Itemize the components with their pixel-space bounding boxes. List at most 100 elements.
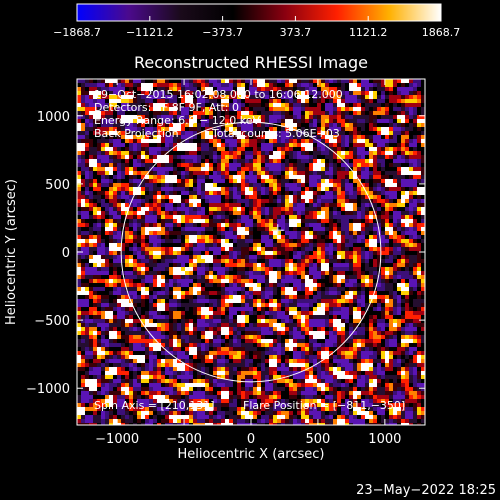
heatmap-cell: [397, 259, 401, 263]
heatmap-cell: [325, 103, 329, 107]
heatmap-cell: [365, 179, 369, 183]
heatmap-cell: [341, 191, 345, 195]
heatmap-cell: [113, 183, 117, 187]
heatmap-cell: [273, 195, 277, 199]
heatmap-cell: [285, 83, 289, 87]
heatmap-cell: [193, 135, 197, 139]
heatmap-cell: [325, 91, 329, 95]
heatmap-cell: [389, 239, 393, 243]
heatmap-cell: [185, 119, 189, 123]
heatmap-cell: [357, 147, 361, 151]
heatmap-cell: [389, 271, 393, 275]
heatmap-cell: [269, 103, 273, 107]
heatmap-cell: [225, 119, 229, 123]
heatmap-cell: [285, 287, 289, 291]
heatmap-cell: [233, 187, 237, 191]
heatmap-cell: [133, 227, 137, 231]
heatmap-cell: [133, 195, 137, 199]
heatmap-cell: [225, 159, 229, 163]
heatmap-cell: [177, 83, 181, 87]
heatmap-cell: [209, 83, 213, 87]
heatmap-cell: [273, 203, 277, 207]
heatmap-cell: [85, 283, 89, 287]
heatmap-cell: [281, 79, 285, 83]
heatmap-cell: [277, 291, 281, 295]
heatmap-cell: [177, 135, 181, 139]
heatmap-cell: [141, 247, 145, 251]
heatmap-cell: [153, 183, 157, 187]
heatmap-cell: [185, 91, 189, 95]
heatmap-cell: [133, 131, 137, 135]
heatmap-cell: [413, 235, 417, 239]
heatmap-cell: [341, 255, 345, 259]
heatmap-cell: [233, 111, 237, 115]
heatmap-cell: [225, 183, 229, 187]
heatmap-cell: [201, 123, 205, 127]
heatmap-cell: [353, 247, 357, 251]
heatmap-cell: [285, 119, 289, 123]
heatmap-cell: [189, 123, 193, 127]
heatmap-cell: [305, 259, 309, 263]
heatmap-cell: [305, 263, 309, 267]
heatmap-cell: [265, 159, 269, 163]
heatmap-cell: [161, 283, 165, 287]
heatmap-cell: [277, 243, 281, 247]
heatmap-cell: [117, 307, 121, 311]
heatmap-cell: [113, 227, 117, 231]
heatmap-cell: [289, 83, 293, 87]
heatmap-cell: [277, 83, 281, 87]
heatmap-cell: [197, 219, 201, 223]
heatmap-cell: [333, 303, 337, 307]
heatmap-cell: [225, 167, 229, 171]
heatmap-cell: [109, 143, 113, 147]
heatmap-cell: [217, 167, 221, 171]
heatmap-cell: [165, 243, 169, 247]
heatmap-cell: [109, 79, 113, 83]
heatmap-cell: [229, 211, 233, 215]
heatmap-cell: [181, 299, 185, 303]
heatmap-cell: [357, 111, 361, 115]
heatmap-cell: [261, 191, 265, 195]
heatmap-cell: [225, 303, 229, 307]
heatmap-cell: [261, 215, 265, 219]
heatmap-cell: [381, 243, 385, 247]
heatmap-cell: [173, 211, 177, 215]
heatmap-cell: [85, 295, 89, 299]
heatmap-cell: [329, 195, 333, 199]
heatmap-cell: [185, 219, 189, 223]
heatmap-cell: [389, 131, 393, 135]
heatmap-cell: [409, 171, 413, 175]
heatmap-cell: [341, 103, 345, 107]
heatmap-cell: [229, 251, 233, 255]
heatmap-cell: [345, 83, 349, 87]
heatmap-cell: [281, 191, 285, 195]
heatmap-cell: [141, 287, 145, 291]
heatmap-cell: [357, 255, 361, 259]
heatmap-cell: [137, 179, 141, 183]
heatmap-cell: [349, 115, 353, 119]
heatmap-cell: [321, 107, 325, 111]
heatmap-cell: [101, 155, 105, 159]
heatmap-cell: [253, 179, 257, 183]
heatmap-cell: [121, 219, 125, 223]
heatmap-cell: [353, 235, 357, 239]
heatmap-cell: [269, 91, 273, 95]
heatmap-cell: [421, 95, 425, 99]
heatmap-cell: [189, 111, 193, 115]
heatmap-cell: [413, 147, 417, 151]
heatmap-cell: [345, 91, 349, 95]
heatmap-cell: [337, 275, 341, 279]
heatmap-cell: [245, 211, 249, 215]
heatmap-cell: [381, 299, 385, 303]
heatmap-cell: [309, 295, 313, 299]
heatmap-cell: [149, 227, 153, 231]
heatmap-cell: [237, 299, 241, 303]
heatmap-cell: [349, 211, 353, 215]
heatmap-cell: [105, 111, 109, 115]
heatmap-cell: [193, 87, 197, 91]
heatmap-cell: [361, 219, 365, 223]
heatmap-cell: [141, 191, 145, 195]
heatmap-cell: [381, 159, 385, 163]
heatmap-cell: [229, 111, 233, 115]
heatmap-cell: [101, 291, 105, 295]
